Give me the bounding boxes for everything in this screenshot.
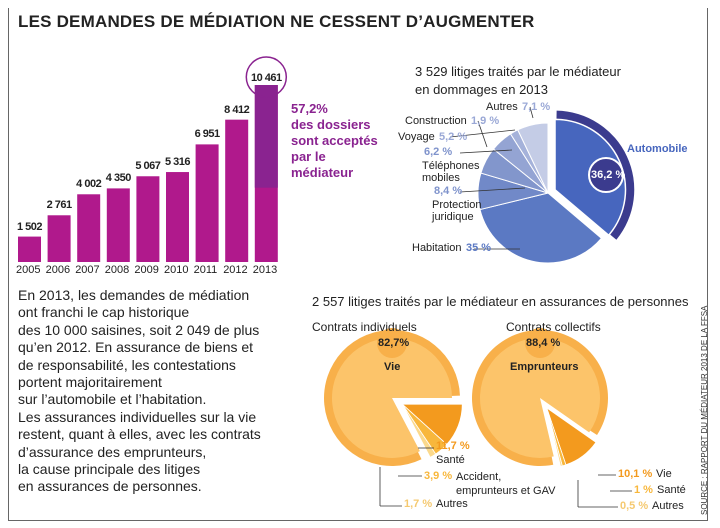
main-value-badge (377, 328, 407, 358)
bar-value-label: 10 461 (250, 72, 282, 84)
bar-value-label: 4 002 (76, 178, 102, 191)
slice-value: 6,2 % (424, 146, 453, 158)
slice-label: Téléphones mobiles (422, 160, 480, 184)
page-title: LES DEMANDES DE MÉDIATION NE CESSENT D’A… (18, 12, 535, 31)
accepted-text: des dossiers sont acceptés par le médiat… (291, 117, 378, 180)
label-autres: Autres (652, 500, 684, 512)
slice-value: 7,1 % (522, 101, 551, 113)
label-sante: Santé (436, 454, 465, 466)
bar-accepted-portion (254, 85, 278, 188)
main-value: 82,7% (378, 337, 410, 349)
slice-value: 8,4 % (434, 185, 463, 197)
bar-2010 (166, 172, 189, 262)
bar-value-label: 5 316 (164, 156, 191, 169)
bar-2005 (18, 236, 41, 262)
x-tick-label: 2005 (16, 264, 41, 276)
bar-2008 (106, 188, 130, 262)
x-tick-label: 2013 (252, 264, 278, 276)
main-label: Vie (384, 361, 401, 373)
value-accident: 3,9 % (424, 470, 453, 482)
highlight-circle (245, 56, 288, 98)
pie-slice-main (332, 338, 453, 458)
value-autres: 1,7 % (404, 498, 433, 510)
bar-value-label: 8 412 (224, 103, 250, 116)
slice-label: Habitation (412, 242, 462, 254)
bar-value-label: 2 761 (46, 199, 73, 212)
pie-slice-6 (517, 122, 549, 194)
slice-label: Construction (405, 115, 467, 127)
value-autres: 0,5 % (620, 500, 649, 512)
bar-value-label: 4 350 (105, 172, 132, 185)
main-label: Emprunteurs (510, 361, 579, 373)
pie-slice-main (480, 338, 600, 458)
bar-value-label: 5 067 (135, 160, 161, 173)
value-sante: 1 % (634, 484, 653, 496)
pie-subtitle: Contrats collectifs (506, 320, 601, 334)
x-tick-label: 2008 (104, 264, 130, 276)
pie-subtitle: Contrats individuels (312, 320, 417, 334)
pie-slice-3 (401, 403, 437, 458)
slice-label: Voyage (398, 131, 435, 143)
x-tick-label: 2010 (164, 264, 189, 276)
x-tick-label: 2012 (223, 264, 248, 276)
pie-slice-3 (546, 407, 563, 467)
accepted-percent: 57,2% (291, 101, 328, 116)
label-autres: Autres (436, 498, 468, 510)
main-value: 88,4 % (526, 337, 561, 349)
leader-line (459, 187, 526, 193)
x-tick-label: 2009 (134, 264, 159, 276)
x-tick-label: 2007 (75, 264, 100, 276)
pie-title: 3 529 litiges traités par le médiateur e… (415, 64, 621, 97)
leader-line (459, 149, 513, 154)
automobile-ring (556, 110, 635, 240)
label-vie: Vie (656, 468, 672, 480)
infographic-frame (8, 8, 708, 521)
main-value-badge (525, 328, 555, 358)
slice-label: Protection juridique (432, 199, 482, 223)
label-sante: Santé (657, 484, 686, 496)
slice-value: 35 % (466, 242, 492, 254)
leader-line (477, 120, 488, 148)
value-automobile: 36,2 % (591, 169, 626, 181)
slice-value: 5,2 % (439, 131, 468, 143)
pie-slice-1 (479, 192, 603, 264)
bar-2007 (77, 194, 101, 262)
value-vie: 10,1 % (618, 468, 653, 480)
x-tick-label: 2006 (45, 264, 71, 276)
summary-paragraph: En 2013, les demandes de médiation ont f… (18, 287, 261, 495)
slice-label: Autres (486, 101, 518, 113)
bar-2011 (195, 144, 219, 262)
label-accident: Accident, emprunteurs et GAV (456, 471, 556, 497)
bar-value-label: 6 951 (194, 128, 221, 141)
value-sante: 11,7 % (436, 440, 470, 452)
bar-value-label: 1 502 (16, 220, 43, 233)
x-tick-label: 2011 (193, 264, 218, 276)
leader-line (529, 106, 534, 119)
source-note: SOURCE : RAPPORT DU MÉDIATEUR 2013 DE LA… (700, 305, 709, 515)
persons-title: 2 557 litiges traités par le médiateur e… (312, 294, 689, 309)
bar-2006 (47, 215, 71, 262)
label-automobile: Automobile (627, 143, 688, 155)
slice-value: 1,9 % (471, 115, 500, 127)
automobile-badge (588, 157, 624, 193)
bar-2009 (136, 176, 160, 262)
bar-2012 (225, 119, 249, 262)
